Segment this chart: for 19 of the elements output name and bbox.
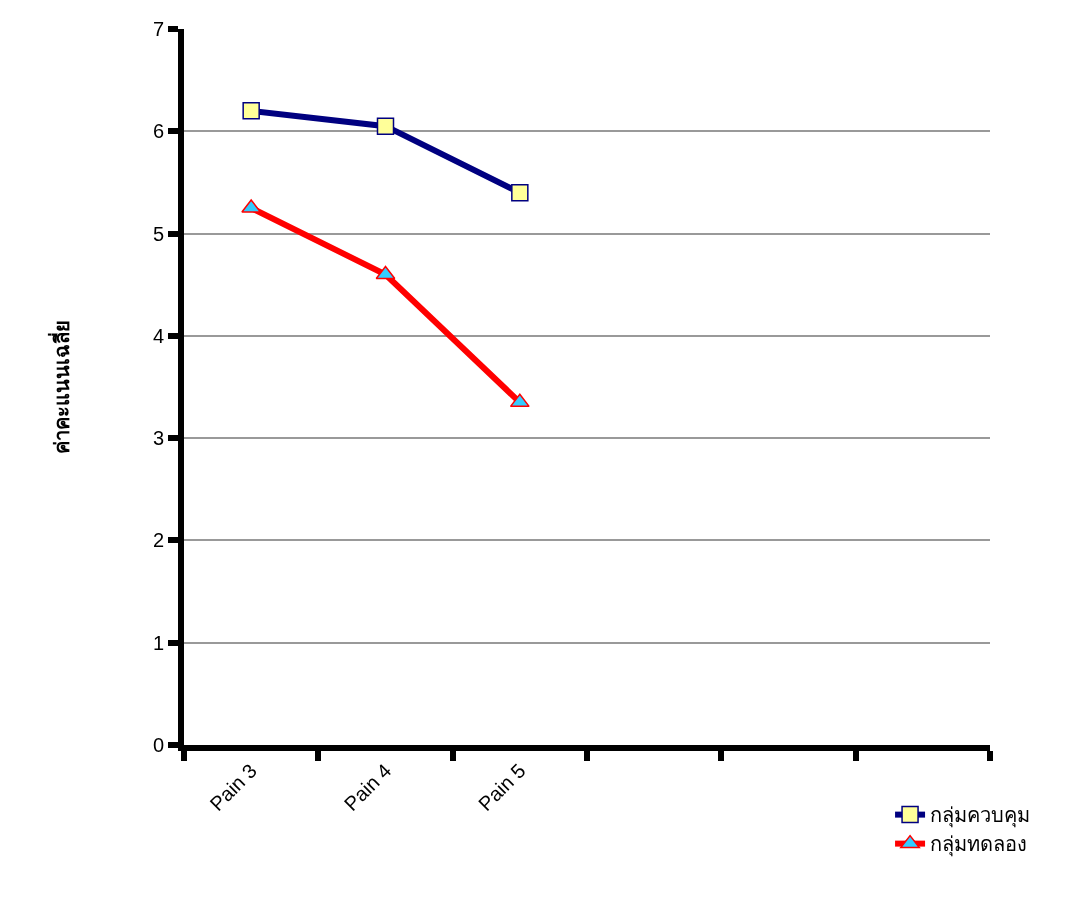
y-axis-title: ค่าคะแนนเฉลี่ย [46,320,74,454]
y-tick-label: 0 [152,734,164,756]
point [509,393,530,408]
legend-label: กลุ่มทดลอง [930,832,1028,858]
x-tick-label: Pain 3 [205,759,262,816]
y-tick-label: 7 [152,18,164,40]
point [376,117,395,135]
point [242,102,260,120]
x-tick-label: Pain 4 [339,759,396,816]
y-tick-label: 1 [152,631,164,654]
x-tick-label: Pain 5 [474,759,530,816]
y-tick-label: 6 [152,120,164,143]
point [375,265,396,280]
y-tick-label: 5 [152,222,164,245]
point [511,183,529,202]
y-tick-label: 4 [152,324,164,347]
y-tick-label: 2 [152,529,164,552]
y-tick-label: 3 [152,427,164,450]
legend-label: กลุ่มควบคุม [930,803,1031,829]
